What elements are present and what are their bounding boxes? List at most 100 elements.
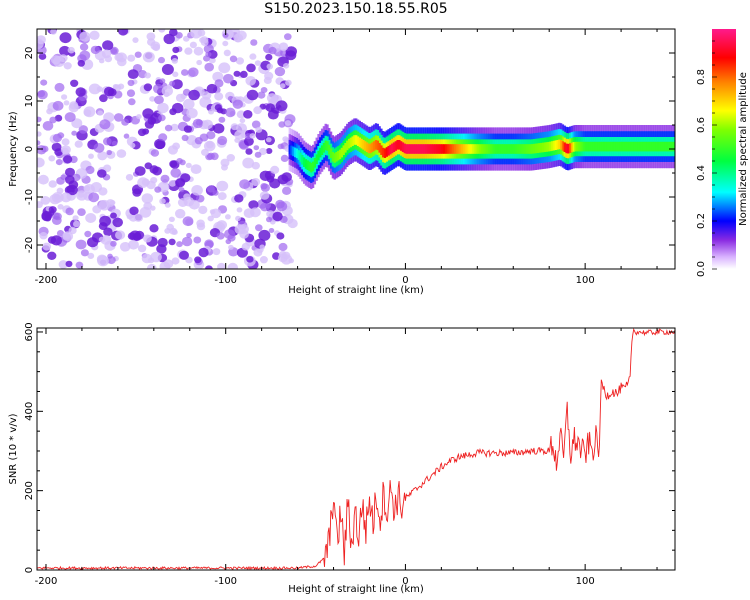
ridge-cell — [310, 162, 313, 173]
noise-blob — [147, 117, 157, 125]
ridge-cell — [565, 143, 568, 154]
ridge-cell — [414, 144, 417, 154]
ridge-cell — [387, 146, 390, 156]
noise-blob — [195, 194, 205, 203]
noise-blob — [55, 159, 63, 166]
noise-blob — [57, 204, 64, 210]
ridge-cell — [288, 144, 291, 155]
ridge-cell — [470, 144, 473, 154]
ridge-cell — [613, 141, 617, 152]
ridge-cell — [373, 141, 376, 151]
noise-blob — [103, 86, 115, 97]
noise-blob — [63, 62, 72, 70]
ridge-cell — [435, 144, 439, 154]
noise-blob — [112, 84, 119, 90]
noise-blob — [59, 45, 71, 57]
noise-blob — [163, 259, 174, 269]
ridge-cell — [640, 141, 644, 152]
ridge-cell — [335, 152, 338, 162]
noise-blob — [90, 45, 100, 55]
ridge-cell — [297, 150, 300, 160]
ridge-cell — [426, 144, 430, 154]
ridge-cell — [606, 141, 610, 152]
ridge-cell — [604, 141, 608, 152]
ridge-cell — [471, 144, 475, 154]
noise-blob — [170, 123, 179, 132]
noise-blob — [60, 174, 67, 180]
ridge-cell — [464, 144, 468, 154]
ridge-cell — [326, 141, 329, 151]
ridge-cell — [524, 144, 527, 154]
noise-blob — [98, 236, 106, 243]
noise-blob — [183, 193, 191, 200]
noise-blob — [234, 137, 241, 143]
noise-blob — [163, 33, 175, 45]
noise-blob — [150, 251, 162, 263]
noise-blob — [234, 130, 245, 140]
ridge-cell — [666, 141, 669, 152]
ridge-cell — [561, 141, 565, 151]
spectrogram-x-label: Height of straight line (km) — [288, 285, 424, 296]
ridge-cell — [612, 141, 615, 152]
noise-blob — [129, 142, 136, 148]
noise-blob — [189, 41, 197, 49]
noise-blob — [128, 239, 139, 250]
noise-blob — [264, 71, 274, 81]
ridge-cell — [396, 140, 399, 150]
noise-blob — [89, 30, 100, 40]
noise-blob — [250, 39, 258, 46]
ridge-cell — [302, 157, 306, 167]
noise-blob — [181, 236, 193, 247]
ridge-cell — [498, 144, 502, 154]
noise-blob — [280, 154, 289, 162]
noise-blob — [204, 62, 214, 72]
ridge-cell — [603, 141, 606, 152]
noise-blob — [251, 178, 261, 186]
ridge-cell — [574, 141, 577, 152]
ridge-cell — [518, 144, 521, 154]
noise-blob — [251, 120, 261, 129]
noise-blob — [266, 63, 274, 70]
ridge-cell — [520, 144, 523, 154]
ridge-cell — [549, 141, 552, 152]
noise-blob — [216, 220, 228, 230]
noise-blob — [196, 59, 203, 66]
noise-blob — [141, 253, 153, 264]
noise-blob — [269, 178, 281, 189]
noise-blob — [77, 59, 86, 67]
noise-blob — [114, 113, 124, 122]
noise-blob — [80, 249, 89, 257]
noise-blob — [63, 155, 73, 164]
noise-blob — [206, 131, 216, 140]
noise-blob — [282, 186, 292, 195]
noise-blob — [175, 178, 186, 188]
ridge-cell — [337, 150, 340, 161]
y-tick-label: -10 — [24, 189, 35, 205]
noise-blob — [218, 116, 226, 123]
noise-blob — [164, 228, 171, 234]
noise-blob — [85, 165, 95, 175]
ridge-cell — [401, 142, 405, 152]
noise-blob — [48, 155, 56, 162]
ridge-cell — [430, 144, 433, 154]
noise-blob — [254, 60, 261, 66]
noise-blob — [76, 190, 88, 201]
ridge-cell — [624, 141, 627, 152]
figure-title: S150.2023.150.18.55.R05 — [264, 1, 448, 17]
noise-blob — [193, 236, 202, 244]
noise-blob — [137, 244, 147, 253]
noise-blob — [259, 191, 270, 200]
ridge-cell — [367, 143, 370, 154]
ridge-cell — [423, 144, 426, 154]
ridge-cell — [443, 144, 446, 154]
noise-blob — [245, 148, 253, 155]
noise-blob — [137, 177, 149, 188]
snr-series-group — [37, 328, 675, 570]
ridge-cell — [559, 140, 563, 150]
noise-blob — [210, 152, 219, 161]
noise-blob — [183, 125, 192, 133]
ridge-cell — [504, 144, 507, 154]
y-tick-label: 0 — [24, 146, 35, 152]
noise-blob — [202, 119, 213, 130]
noise-blob — [71, 130, 78, 136]
